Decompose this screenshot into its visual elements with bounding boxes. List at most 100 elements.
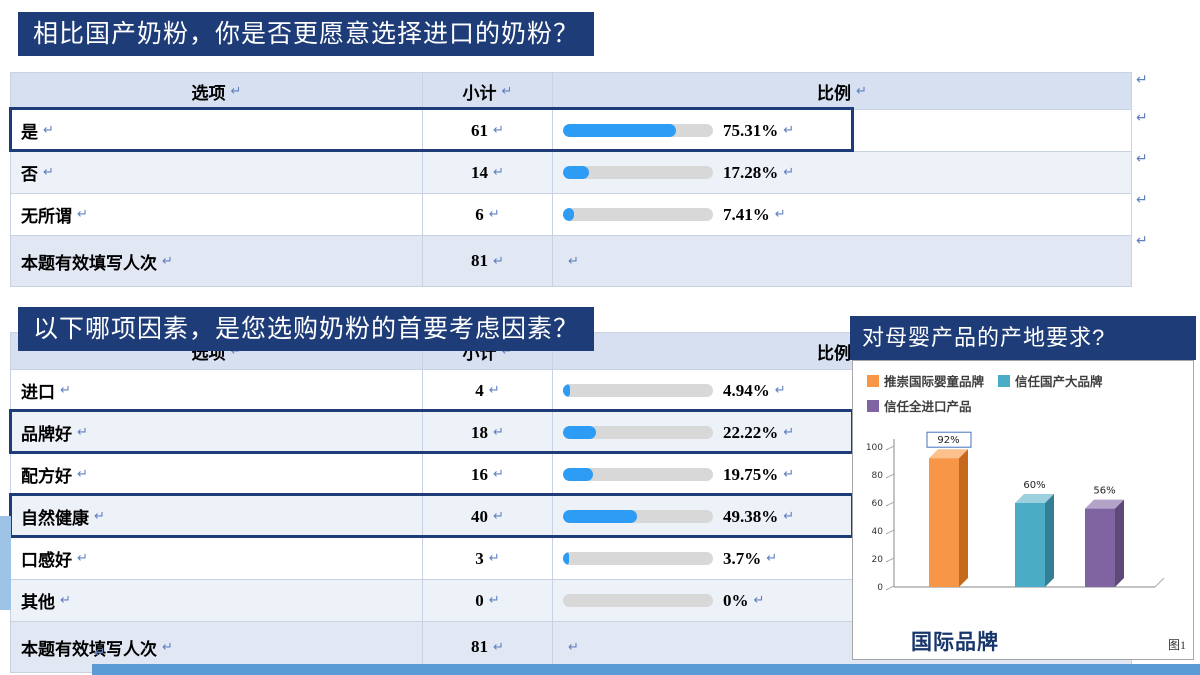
percentage-label: 17.28% xyxy=(723,162,779,182)
count-value: 40 xyxy=(471,506,489,526)
count-cell: 18 ↵ xyxy=(423,412,553,453)
option-label: 口感好 xyxy=(21,551,72,570)
header-label: 小计 xyxy=(462,83,497,103)
return-mark-icon: ↵ xyxy=(43,123,54,138)
bar-top-face xyxy=(929,449,968,459)
return-mark-icon: ↵ xyxy=(568,253,579,269)
return-mark-icon: ↵ xyxy=(43,165,54,180)
bar xyxy=(929,458,959,587)
return-mark-icon: ↵ xyxy=(60,593,71,608)
header-label: 比例 xyxy=(817,83,852,103)
bar-fill xyxy=(563,426,597,439)
legend-swatch xyxy=(867,374,879,387)
count-cell: 6 ↵ xyxy=(423,194,553,235)
return-mark-icon: ↵ xyxy=(783,123,795,138)
table-footer-row: 本题有效填写人次 ↵ 81 ↵ ↵ xyxy=(10,236,1132,287)
count-cell: 3 ↵ xyxy=(423,538,553,579)
ratio-cell: ↵ xyxy=(553,622,1131,672)
bar-track xyxy=(563,384,713,397)
return-mark-icon: ↵ xyxy=(77,551,88,566)
return-mark-icon: ↵ xyxy=(766,551,778,566)
option-label: 进口 xyxy=(21,383,55,402)
option-cell: 品牌好 ↵ xyxy=(11,412,423,453)
legend-item: 信任国产大品牌 xyxy=(998,371,1103,390)
bar-fill xyxy=(563,208,575,221)
survey-table-1: 选项 ↵ 小计 ↵ 比例 ↵ 是 ↵ 61 ↵ 75.31% ↵ 否 ↵ 14 ↵ 17.28% ↵ 无所谓 ↵… xyxy=(9,72,1132,287)
count-value: 3 xyxy=(475,548,484,568)
return-mark-icon: ↵ xyxy=(493,253,504,269)
legend-label: 信任国产大品牌 xyxy=(1015,375,1103,389)
return-mark-icon: ↵ xyxy=(230,83,242,99)
y-tick-label: 80 xyxy=(872,471,884,481)
question-banner-2: 以下哪项因素，是您选购奶粉的首要考虑因素？ xyxy=(18,307,595,351)
bar-track xyxy=(563,594,713,607)
legend-item: 推崇国际婴童品牌 xyxy=(867,371,984,390)
bar-track xyxy=(563,426,713,439)
option-label: 本题有效填写人次 xyxy=(21,639,157,659)
count-cell: 40 ↵ xyxy=(423,496,553,537)
return-mark-icon: ↵ xyxy=(1136,110,1148,126)
bar-track xyxy=(563,208,713,221)
data-label: 92% xyxy=(937,435,959,446)
table-row: 否 ↵ 14 ↵ 17.28% ↵ xyxy=(10,152,1132,194)
legend-swatch xyxy=(998,374,1011,387)
return-mark-icon: ↵ xyxy=(501,343,513,359)
y-tick-label: 0 xyxy=(877,583,883,593)
return-mark-icon: ↵ xyxy=(1136,233,1148,249)
return-mark-icon: ↵ xyxy=(783,165,795,180)
bar-fill xyxy=(563,124,676,137)
option-cell: 是 ↵ xyxy=(11,110,423,151)
count-value: 4 xyxy=(475,380,484,400)
return-mark-icon: ↵ xyxy=(501,83,513,99)
return-mark-icon: ↵ xyxy=(162,639,173,655)
bar-side-face xyxy=(1115,499,1124,587)
count-value: 0 xyxy=(475,590,484,610)
bar-fill xyxy=(563,510,638,523)
left-accent-strip xyxy=(0,516,11,610)
count-value: 81 xyxy=(471,637,489,656)
return-mark-icon: ↵ xyxy=(488,207,500,222)
y-tick-label: 20 xyxy=(872,555,884,565)
ratio-cell: 4.94% ↵ xyxy=(553,370,1131,411)
y-tick xyxy=(885,501,895,507)
legend-label: 推崇国际婴童品牌 xyxy=(884,375,985,389)
y-tick xyxy=(885,557,895,563)
percentage-label: 7.41% xyxy=(723,204,770,224)
data-label-box xyxy=(926,431,972,448)
count-cell: 81 ↵ xyxy=(423,236,553,286)
count-cell: 16 ↵ xyxy=(423,454,553,495)
header-cell-ratio: 比例↵ xyxy=(553,73,1131,109)
percentage-label: 3.7% xyxy=(723,548,762,568)
return-mark-icon: ↵ xyxy=(568,639,579,655)
chart-caption: 国际品牌 xyxy=(911,631,999,654)
header-cell-option: 选项 ↵ xyxy=(11,73,423,109)
percentage-label: 22.22% xyxy=(723,422,779,442)
header-label: 选项 xyxy=(191,83,226,103)
chart-legend: 推崇国际婴童品牌 信任国产大品牌 信任全进口产品 xyxy=(853,361,1193,417)
return-mark-icon: ↵ xyxy=(488,551,500,566)
y-tick xyxy=(885,529,895,535)
table-body: 是 ↵ 61 ↵ 75.31% ↵ 否 ↵ 14 ↵ 17.28% ↵ 无所谓 ↵ 6 ↵ 7.41% ↵ 本题有效… xyxy=(9,107,1132,287)
option-cell: 本题有效填写人次 ↵ xyxy=(11,236,423,286)
percentage-label: 0% xyxy=(723,590,749,610)
return-mark-icon: ↵ xyxy=(856,83,867,99)
y-tick xyxy=(885,585,895,591)
option-label: 自然健康 xyxy=(21,509,89,528)
return-mark-icon: ↵ xyxy=(1136,192,1148,208)
bar-chart-svg: 0 20 40 60 80 100 92% 60% 56% xyxy=(866,431,1165,593)
table-row: 是 ↵ 61 ↵ 75.31% ↵ xyxy=(9,107,1132,152)
ratio-cell: 49.38% ↵ xyxy=(553,496,1131,537)
bar-fill xyxy=(563,384,571,397)
return-mark-icon: ↵ xyxy=(774,207,786,222)
bar-top-face xyxy=(1015,494,1054,503)
return-mark-icon: ↵ xyxy=(1136,72,1148,88)
y-tick-label: 60 xyxy=(872,499,884,509)
bar xyxy=(1015,503,1045,587)
count-value: 6 xyxy=(475,204,484,224)
bottom-accent-strip xyxy=(92,664,1200,675)
return-mark-icon: ↵ xyxy=(77,425,88,440)
return-mark-icon: ↵ xyxy=(493,509,504,524)
option-label: 无所谓 xyxy=(21,207,72,226)
return-mark-icon: ↵ xyxy=(1136,151,1148,167)
count-cell: 61 ↵ xyxy=(423,110,553,151)
